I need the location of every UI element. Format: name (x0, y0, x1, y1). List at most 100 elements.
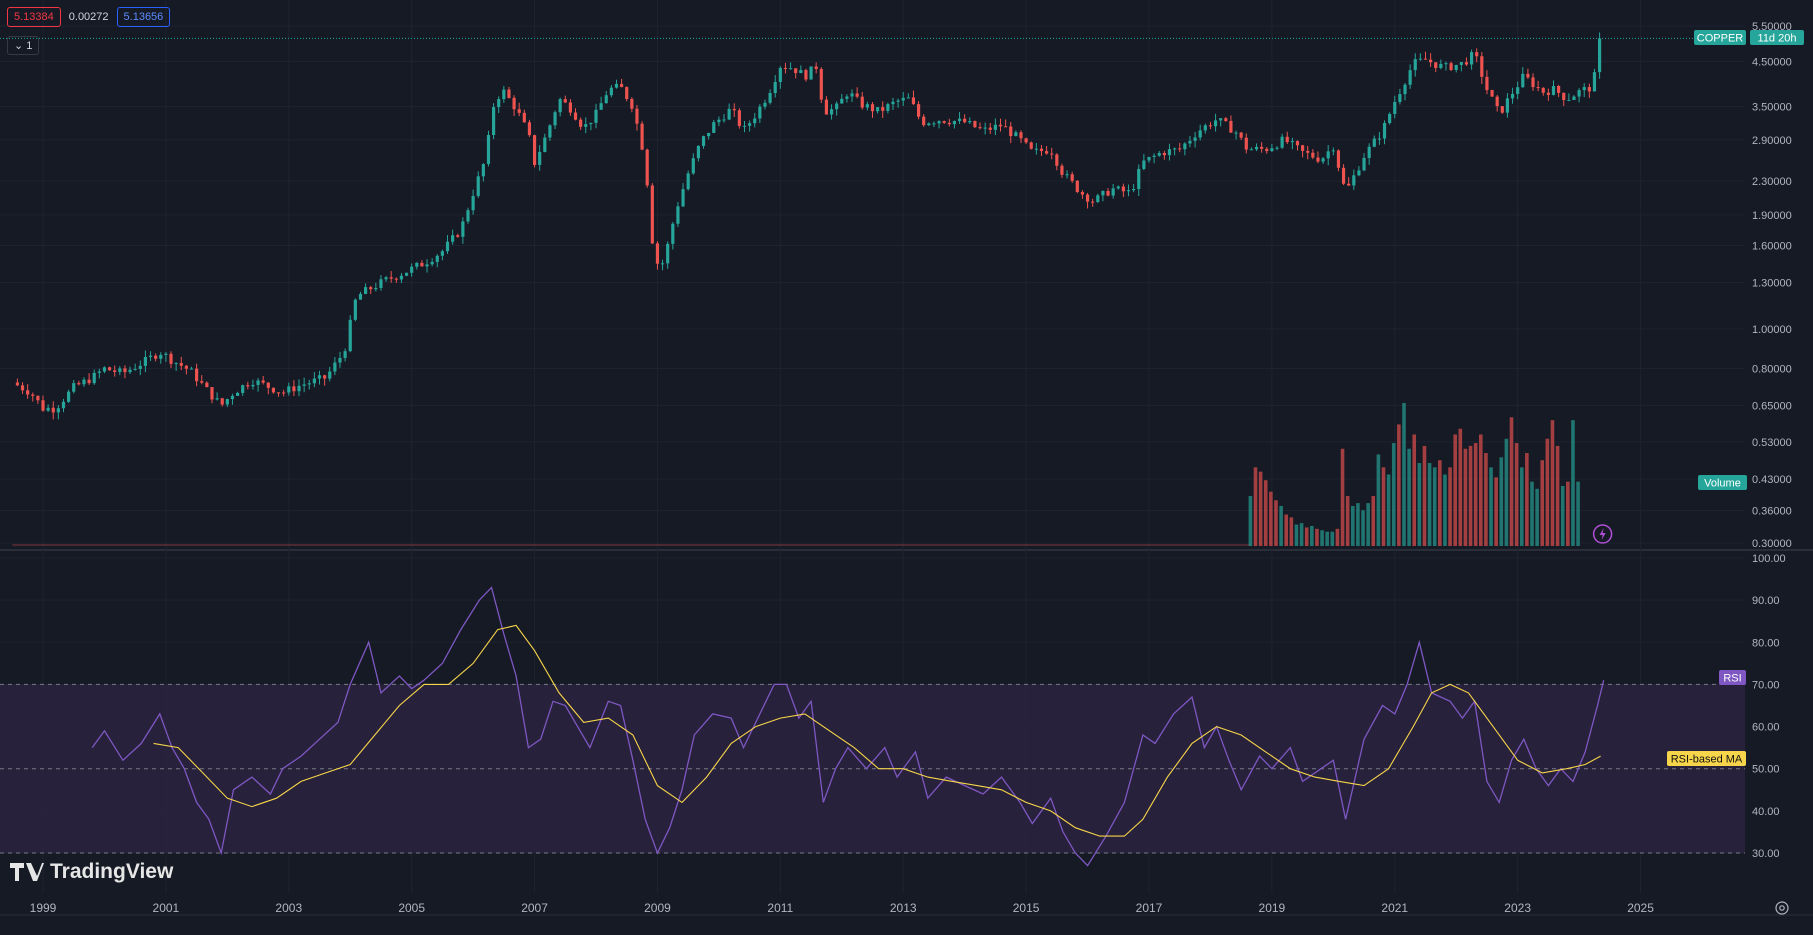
candle-body (1106, 190, 1110, 196)
candle-body (1341, 167, 1346, 184)
candle-body (855, 93, 859, 97)
candle-body (712, 122, 716, 133)
volume-bar (1356, 503, 1360, 546)
candle-body (1290, 141, 1294, 143)
candle-body (660, 263, 665, 265)
candle-body (532, 135, 537, 165)
volume-bar (1335, 528, 1340, 546)
candle-body (82, 379, 86, 385)
candle-body (1137, 168, 1141, 189)
candle-body (154, 355, 158, 359)
candle-body (599, 103, 603, 110)
candle-body (113, 370, 117, 372)
candle-body (31, 394, 35, 396)
volume-bar (1253, 467, 1258, 546)
x-tick-label: 2001 (153, 901, 180, 915)
candle-body (1142, 160, 1146, 169)
volume-bar (1310, 525, 1314, 546)
candle-body (686, 173, 690, 190)
volume-bar (1504, 438, 1509, 546)
spread-value: 0.00272 (68, 11, 109, 23)
candle-body (1285, 136, 1289, 143)
candle-body (517, 109, 521, 113)
candle-body (461, 221, 465, 237)
candle-body (952, 121, 957, 125)
candle-body (927, 123, 931, 126)
candle-body (1254, 146, 1259, 150)
candle-body (276, 392, 281, 394)
candle-body (1398, 94, 1402, 102)
candle-body (937, 121, 941, 124)
x-tick-label: 2009 (644, 901, 671, 915)
rsi-tag: RSI (1723, 673, 1741, 685)
ask-price[interactable]: 5.13656 (116, 7, 171, 27)
price-tick-label: 0.30000 (1752, 538, 1792, 550)
candle-body (451, 235, 455, 242)
candle-body (1475, 52, 1479, 57)
candle-body (174, 362, 178, 364)
rsi-line (91, 586, 1605, 867)
candle-body (374, 287, 378, 290)
rsi-tag-bg (1719, 670, 1746, 685)
candle-body (1188, 140, 1192, 144)
candle-body (896, 100, 900, 102)
candle-body (369, 287, 373, 290)
candle-body (1505, 98, 1510, 113)
candle-body (1546, 92, 1550, 95)
candle-body (123, 368, 127, 373)
candle-body (1173, 148, 1177, 150)
candle-body (1408, 70, 1412, 85)
candle-body (681, 189, 685, 207)
candle-body (67, 391, 71, 402)
candle-body (118, 368, 122, 372)
volume-bar (1345, 495, 1350, 546)
candle-body (732, 108, 736, 111)
candle-body (230, 395, 235, 400)
candle-body (604, 95, 608, 104)
candle-body (1198, 130, 1202, 138)
candle-body (1495, 96, 1499, 107)
candle-body (1014, 132, 1018, 137)
candle-body (1459, 62, 1463, 65)
gear-icon[interactable] (1774, 900, 1790, 916)
candle-body (1597, 38, 1602, 73)
candle-body (865, 104, 869, 108)
candle-body (1562, 92, 1566, 101)
candle-body (456, 235, 460, 237)
tradingview-logo[interactable]: TradingView (10, 860, 173, 884)
candle-body (266, 382, 270, 388)
volume-bar (1263, 480, 1268, 546)
price-tick-label: 0.65000 (1752, 401, 1792, 413)
volume-bar (1407, 448, 1411, 546)
volume-bar (1509, 417, 1514, 546)
price-tick-label: 2.30000 (1752, 176, 1792, 188)
candle-body (1577, 90, 1581, 97)
candle-body (512, 97, 516, 110)
collapse-button[interactable]: ⌄ 1 (7, 36, 40, 55)
candle-body (1316, 157, 1320, 162)
candle-body (1270, 148, 1274, 152)
candle-body (901, 97, 905, 101)
candle-body (348, 319, 352, 352)
candle-body (1224, 118, 1228, 121)
candle-body (809, 66, 813, 80)
candle-body (1331, 150, 1335, 152)
candle-body (343, 351, 347, 359)
rsi-tick-label: 70.00 (1752, 679, 1780, 691)
candle-body (579, 119, 583, 127)
candle-body (179, 362, 183, 366)
volume-bar (1555, 445, 1560, 546)
volume-bar (1330, 531, 1335, 546)
rsi-tick-label: 60.00 (1752, 722, 1780, 734)
candle-body (783, 67, 788, 69)
bid-price[interactable]: 5.13384 (7, 7, 61, 27)
volume-bar (1269, 491, 1273, 546)
candle-body (824, 99, 829, 115)
candle-body (1050, 153, 1054, 155)
candle-body (1377, 138, 1381, 140)
candle-body (876, 107, 880, 112)
candle-body (553, 112, 557, 126)
volume-bar (1397, 424, 1401, 546)
volume-bar (1484, 453, 1488, 546)
